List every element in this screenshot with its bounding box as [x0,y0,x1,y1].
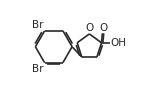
Text: Br: Br [32,64,44,74]
Text: OH: OH [110,38,126,48]
Text: O: O [85,23,93,33]
Text: O: O [99,23,107,33]
Text: Br: Br [32,20,44,30]
